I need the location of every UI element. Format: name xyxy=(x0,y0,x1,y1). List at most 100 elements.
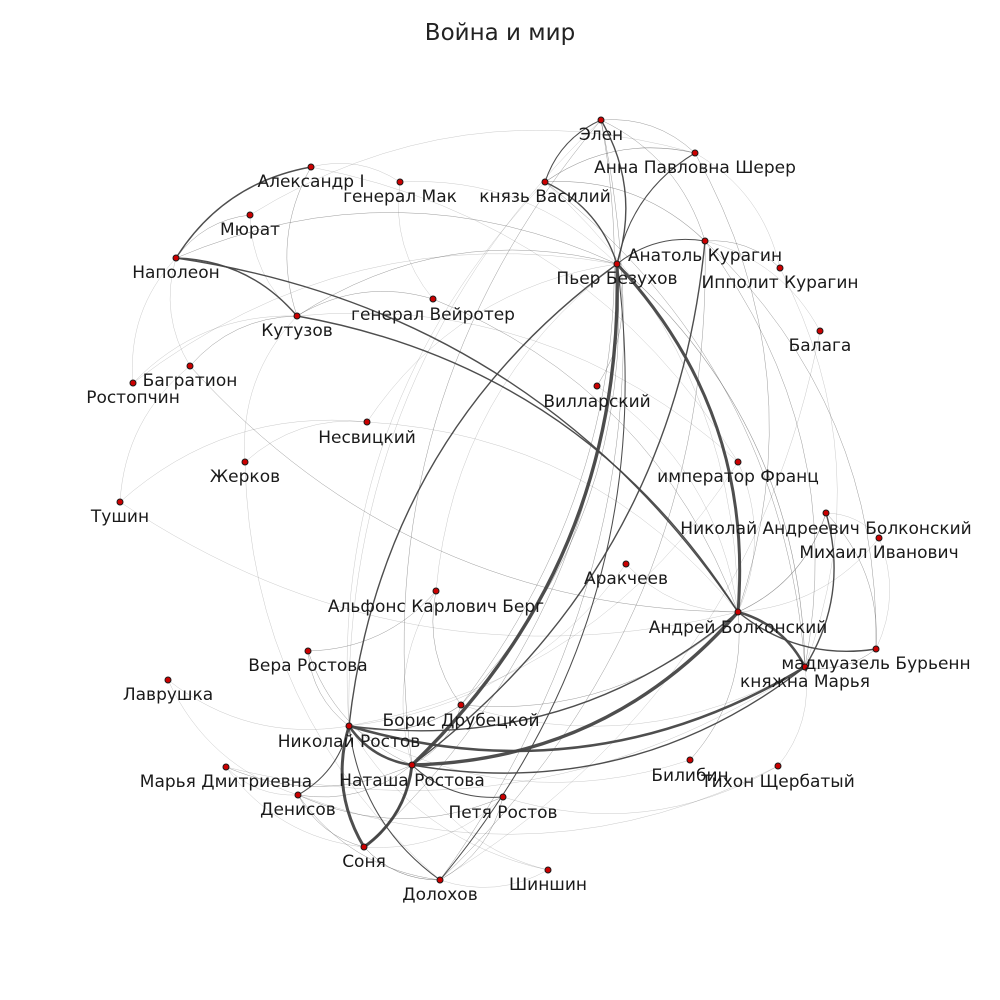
edge-md-natasha xyxy=(225,764,413,787)
edge-petya-dolokhov xyxy=(439,796,504,881)
edge-lavrushka-denisov xyxy=(167,679,299,796)
edge-sonya-dolokhov xyxy=(363,846,441,881)
edge-kutuzov-franz xyxy=(296,312,739,463)
edge-dolokhov-sonya xyxy=(363,846,441,881)
node-kutuzov xyxy=(293,312,301,320)
node-bourienne xyxy=(872,645,880,653)
edge-weyrother-mak xyxy=(398,181,434,300)
edge-napoleon-murat xyxy=(175,214,251,259)
edge-natasha-anatol xyxy=(411,240,706,766)
node-label-md: Марья Дмитриевна xyxy=(140,772,312,792)
edge-ippolit-marya xyxy=(779,267,838,668)
edge-anatol-marya xyxy=(704,240,816,668)
edge-pierre-sonya xyxy=(363,263,618,848)
node-petya xyxy=(499,793,507,801)
node-weyrother xyxy=(429,295,437,303)
node-label-bourienne: мадмуазель Бурьенн xyxy=(781,654,970,674)
edge-nesvitsky-pierre xyxy=(366,263,618,423)
edge-bagration-tushin xyxy=(119,365,191,503)
edge-kutuzov-weyrother xyxy=(296,291,434,317)
node-label-vasily: князь Василий xyxy=(479,187,611,207)
node-label-nikolai: Николай Ростов xyxy=(278,732,421,752)
edge-pierre-villarsky xyxy=(596,263,623,387)
edge-natasha-marya xyxy=(411,666,806,774)
edge-petya-tikhon xyxy=(502,765,779,814)
node-label-weyrother: генерал Вейротер xyxy=(351,305,515,325)
edge-marya-bourienne xyxy=(804,648,877,669)
edge-berg-pierre xyxy=(435,263,618,592)
edge-andrei-franz xyxy=(737,461,755,613)
edge-vera-natasha xyxy=(307,650,413,766)
node-natasha xyxy=(408,761,416,769)
edge-mikhail-bourienne xyxy=(875,537,890,650)
edge-andrei-bilibin xyxy=(689,611,740,761)
node-label-balaga: Балага xyxy=(789,336,852,356)
node-lavrushka xyxy=(164,676,172,684)
edge-md-denisov xyxy=(225,766,299,796)
edge-denisov-sonya xyxy=(297,794,365,848)
edge-nikolai-denisov xyxy=(297,725,350,796)
edge-zherkov-nesvitsky xyxy=(244,421,368,463)
edge-vasily-nikolai xyxy=(346,181,546,727)
edge-andrei-marya xyxy=(737,610,807,668)
node-label-mikhail: Михаил Иванович xyxy=(799,543,958,563)
edge-pierre-napoleon xyxy=(175,212,618,265)
edge-vasily-pierre xyxy=(544,181,618,265)
node-label-villarsky: Вилларский xyxy=(543,392,650,412)
edge-anna-andrei xyxy=(694,152,770,613)
node-label-franz: император Франц xyxy=(657,467,819,487)
node-franz xyxy=(734,458,742,466)
node-label-nesvitsky: Несвицкий xyxy=(318,428,416,448)
edge-denisov-natasha xyxy=(297,764,413,798)
edge-natasha-andrei xyxy=(411,610,740,767)
node-label-alexander: Александр I xyxy=(257,172,364,192)
node-label-dolokhov: Долохов xyxy=(402,885,477,905)
node-andrei xyxy=(734,608,742,616)
node-denisov xyxy=(294,791,302,799)
edge-shinshin-dolokhov xyxy=(439,869,549,888)
edge-sonya-natasha xyxy=(363,764,413,848)
edge-tushin-andrei xyxy=(119,501,739,637)
edge-pierre-marya xyxy=(616,263,806,668)
node-label-murat: Мюрат xyxy=(220,220,280,240)
node-elen xyxy=(597,116,605,124)
edge-pierre-boris xyxy=(460,263,620,706)
edge-vasily-marya xyxy=(544,181,806,668)
edge-vasily-andrei xyxy=(544,181,739,613)
node-nikolai xyxy=(345,722,353,730)
edge-pierre-mak xyxy=(399,181,618,265)
edge-kutuzov-bagration xyxy=(189,315,298,367)
node-label-mak: генерал Мак xyxy=(343,187,457,207)
node-shinshin xyxy=(544,866,552,874)
edge-petya-sonya xyxy=(363,796,504,848)
edge-berg-boris xyxy=(432,590,462,706)
node-label-natasha: Наташа Ростова xyxy=(339,771,485,791)
edge-balaga-dolokhov xyxy=(439,330,821,881)
edge-andrei-nesvitsky xyxy=(366,421,739,613)
edge-rostopchin-kutuzov xyxy=(132,315,298,384)
edge-tushin-nesvitsky xyxy=(119,419,368,503)
edge-shinshin-nikolai xyxy=(348,725,549,871)
edge-berg-natasha xyxy=(402,590,437,766)
edge-elen-dolokhov xyxy=(439,119,624,881)
edge-alexander-mak xyxy=(310,163,401,183)
edge-villarsky-andrei xyxy=(596,385,739,613)
node-tushin xyxy=(116,498,124,506)
node-nab xyxy=(822,509,830,517)
edge-boris-marya xyxy=(460,666,806,727)
node-label-bilibin: Билибин xyxy=(651,766,728,786)
edge-alexander-kutuzov xyxy=(286,166,312,317)
node-label-tikhon: Тихон Щербатый xyxy=(700,772,855,792)
edge-denisov-dolokhov xyxy=(297,794,441,881)
node-label-nab: Николай Андреевич Болконский xyxy=(680,519,971,539)
edge-elen-boris xyxy=(460,119,615,706)
node-label-lavrushka: Лаврушка xyxy=(123,685,213,705)
edge-pierre-andrei xyxy=(615,262,742,613)
node-vasily xyxy=(541,178,549,186)
node-label-boris: Борис Друбецкой xyxy=(382,711,539,731)
node-napoleon xyxy=(172,254,180,262)
edge-murat-kutuzov xyxy=(249,214,298,317)
edge-elen-natasha xyxy=(403,119,602,766)
edge-pierre-kutuzov xyxy=(296,249,618,317)
